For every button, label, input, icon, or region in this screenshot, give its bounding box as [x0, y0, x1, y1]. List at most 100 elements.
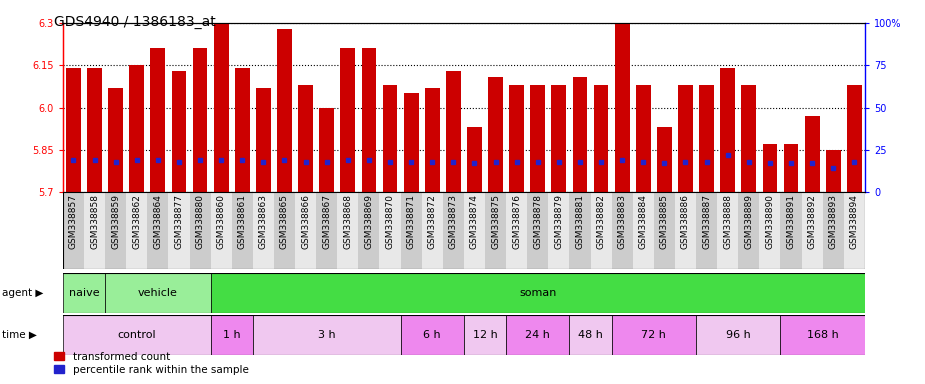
Text: GSM338859: GSM338859 [111, 194, 120, 249]
Bar [319, 108, 334, 192]
Bar [130, 65, 144, 192]
Bar [84, 192, 105, 269]
Text: GSM338874: GSM338874 [470, 194, 479, 249]
Bar [590, 192, 611, 269]
Bar [463, 192, 485, 269]
Text: GSM338858: GSM338858 [90, 194, 99, 249]
Text: GSM338891: GSM338891 [786, 194, 796, 249]
Text: GSM338887: GSM338887 [702, 194, 711, 249]
Text: GSM338869: GSM338869 [364, 194, 374, 249]
Bar [527, 192, 549, 269]
Bar [847, 85, 862, 192]
Bar [256, 88, 271, 192]
Text: GSM338892: GSM338892 [808, 194, 817, 249]
Bar [510, 85, 524, 192]
Bar [235, 68, 250, 192]
Bar [190, 192, 211, 269]
Bar [147, 192, 168, 269]
Text: GSM338875: GSM338875 [491, 194, 500, 249]
Bar [105, 273, 211, 313]
Bar [403, 93, 418, 192]
Bar [214, 23, 228, 192]
Text: soman: soman [519, 288, 557, 298]
Bar [253, 192, 274, 269]
Bar [654, 192, 675, 269]
Text: 72 h: 72 h [641, 330, 666, 340]
Text: GSM338880: GSM338880 [195, 194, 204, 249]
Text: control: control [117, 330, 156, 340]
Bar [615, 23, 630, 192]
Text: GSM338860: GSM338860 [216, 194, 226, 249]
Text: GSM338878: GSM338878 [533, 194, 542, 249]
Bar [549, 192, 570, 269]
Bar [742, 85, 756, 192]
Text: GSM338876: GSM338876 [512, 194, 521, 249]
Bar [802, 192, 822, 269]
Text: time ▶: time ▶ [2, 330, 37, 340]
Bar [594, 85, 609, 192]
Bar [822, 192, 844, 269]
Bar [253, 315, 401, 355]
Bar [781, 315, 865, 355]
Text: GSM338893: GSM338893 [829, 194, 838, 249]
Bar [63, 192, 84, 269]
Bar [316, 192, 338, 269]
Bar [805, 116, 820, 192]
Bar [826, 150, 841, 192]
Bar [570, 315, 611, 355]
Text: GSM338884: GSM338884 [639, 194, 648, 249]
Bar [422, 192, 443, 269]
Text: GSM338889: GSM338889 [745, 194, 753, 249]
Bar [762, 144, 777, 192]
Bar [657, 127, 672, 192]
Text: GSM338888: GSM338888 [723, 194, 733, 249]
Bar [675, 192, 696, 269]
Bar [635, 85, 650, 192]
Bar [274, 192, 295, 269]
Text: GSM338866: GSM338866 [302, 194, 310, 249]
Bar [678, 85, 693, 192]
Bar [759, 192, 781, 269]
Bar [611, 315, 696, 355]
Bar [105, 192, 126, 269]
Bar [446, 71, 461, 192]
Bar [211, 315, 253, 355]
Bar [383, 85, 398, 192]
Text: vehicle: vehicle [138, 288, 178, 298]
Bar [108, 88, 123, 192]
Text: 168 h: 168 h [807, 330, 839, 340]
Bar [485, 192, 506, 269]
Text: GSM338873: GSM338873 [449, 194, 458, 249]
Bar [151, 48, 166, 192]
Text: GSM338861: GSM338861 [238, 194, 247, 249]
Bar [63, 315, 211, 355]
Bar [362, 48, 376, 192]
Text: GSM338872: GSM338872 [427, 194, 437, 249]
Bar [63, 273, 105, 313]
Bar [738, 192, 759, 269]
Text: 96 h: 96 h [726, 330, 750, 340]
Bar [443, 192, 463, 269]
Text: GSM338868: GSM338868 [343, 194, 352, 249]
Text: GSM338879: GSM338879 [554, 194, 563, 249]
Bar [358, 192, 379, 269]
Text: GSM338885: GSM338885 [660, 194, 669, 249]
Text: 24 h: 24 h [525, 330, 550, 340]
Bar [573, 76, 587, 192]
Text: GSM338894: GSM338894 [850, 194, 858, 249]
Text: GSM338857: GSM338857 [69, 194, 78, 249]
Bar [232, 192, 253, 269]
Text: naive: naive [68, 288, 99, 298]
Text: GSM338877: GSM338877 [175, 194, 183, 249]
Bar [425, 88, 439, 192]
Bar [551, 85, 566, 192]
Text: 3 h: 3 h [318, 330, 336, 340]
Text: 12 h: 12 h [473, 330, 498, 340]
Bar [611, 192, 633, 269]
Bar [379, 192, 401, 269]
Text: 6 h: 6 h [424, 330, 441, 340]
Bar [278, 29, 292, 192]
Text: GSM338870: GSM338870 [386, 194, 395, 249]
Bar [211, 273, 865, 313]
Text: GSM338864: GSM338864 [154, 194, 163, 249]
